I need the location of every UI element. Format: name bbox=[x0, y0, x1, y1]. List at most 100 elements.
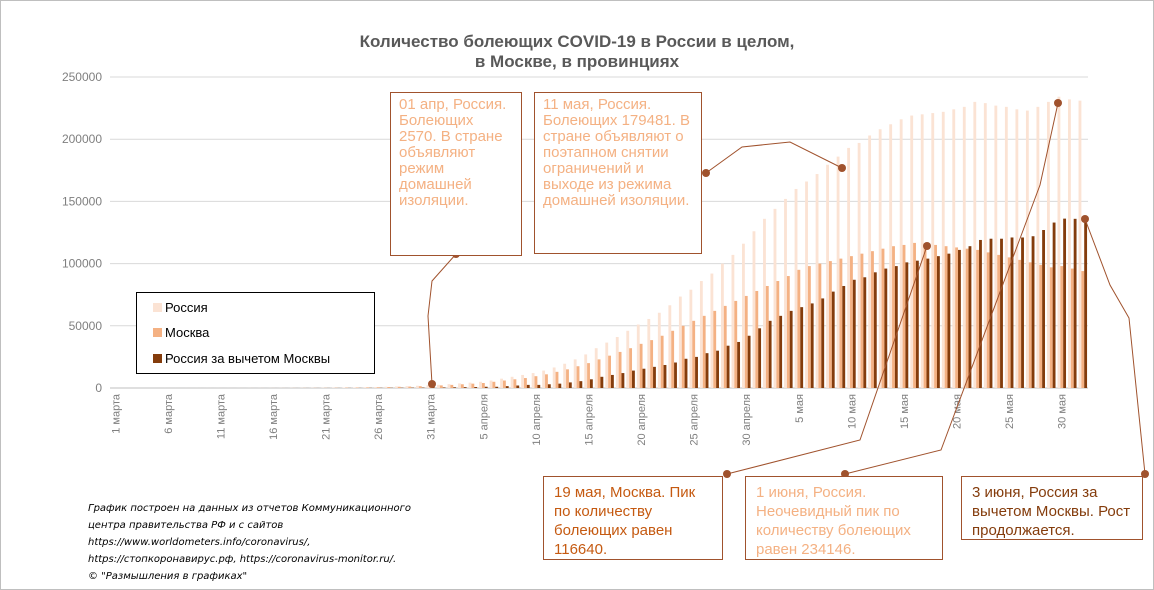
source-note: График построен на данных из отчетов Ком… bbox=[88, 500, 468, 585]
bar-excl bbox=[758, 328, 762, 388]
bar-russia bbox=[1015, 109, 1019, 388]
y-tick-label: 200000 bbox=[62, 132, 102, 146]
x-tick-label: 5 мая bbox=[794, 394, 806, 423]
bar-moscow bbox=[587, 363, 590, 388]
x-tick-label: 20 мая bbox=[952, 394, 964, 429]
y-tick-label: 0 bbox=[95, 381, 102, 395]
bar-excl bbox=[474, 387, 478, 388]
bar-russia bbox=[668, 305, 672, 388]
x-tick-label: 21 марта bbox=[321, 393, 333, 440]
bar-excl bbox=[968, 246, 972, 388]
bar-excl bbox=[831, 291, 835, 388]
bar-moscow bbox=[545, 374, 548, 388]
bar-russia bbox=[605, 342, 609, 388]
bar-russia bbox=[489, 380, 493, 388]
bar-russia bbox=[868, 135, 872, 388]
bar-excl bbox=[632, 370, 635, 388]
bar-russia bbox=[857, 142, 861, 388]
bar-excl bbox=[873, 272, 877, 388]
bar-moscow bbox=[902, 244, 906, 388]
bar-moscow bbox=[850, 256, 853, 388]
bar-excl bbox=[600, 376, 604, 388]
bar-russia bbox=[836, 156, 840, 388]
bar-russia bbox=[647, 318, 651, 388]
bar-moscow bbox=[681, 325, 685, 388]
bar-russia bbox=[941, 111, 945, 388]
source-line3: https://www.worldometers.info/coronaviru… bbox=[88, 537, 311, 548]
bar-moscow bbox=[1049, 267, 1053, 388]
bar-moscow bbox=[1018, 259, 1022, 388]
bar-moscow bbox=[734, 300, 738, 388]
bar-excl bbox=[958, 249, 961, 388]
bar-russia bbox=[826, 164, 829, 388]
bar-russia bbox=[384, 386, 388, 388]
bar-russia bbox=[479, 381, 482, 388]
bar-russia bbox=[615, 337, 619, 388]
bar-moscow bbox=[934, 244, 937, 388]
bar-russia bbox=[1057, 96, 1061, 388]
bar-excl bbox=[463, 387, 467, 388]
bar-excl bbox=[863, 277, 867, 388]
annotation-jun01: 1 июня, Россия. Неочевидный пик по колич… bbox=[756, 484, 911, 558]
bar-moscow bbox=[1060, 266, 1064, 388]
bar-moscow bbox=[450, 384, 454, 388]
legend-item-excl: Россия за вычетом Москвы bbox=[153, 349, 330, 367]
bar-russia bbox=[373, 387, 377, 388]
x-tick-label: 10 апреля bbox=[531, 394, 543, 446]
bar-moscow bbox=[524, 378, 527, 388]
bar-russia bbox=[899, 119, 903, 389]
bar-moscow bbox=[923, 243, 927, 388]
bar-moscow bbox=[376, 387, 380, 388]
bar-russia bbox=[931, 113, 935, 388]
bar-russia bbox=[1036, 106, 1040, 389]
bar-moscow bbox=[976, 249, 980, 388]
bar-russia bbox=[742, 243, 745, 388]
bar-excl bbox=[589, 379, 593, 388]
y-tick-label: 250000 bbox=[62, 70, 102, 84]
bar-moscow bbox=[807, 266, 811, 388]
x-tick-label: 15 мая bbox=[899, 394, 911, 429]
marker-a5-start bbox=[1141, 470, 1149, 478]
bar-russia bbox=[447, 384, 451, 388]
annotation-box-jun01: 1 июня, Россия. Неочевидный пик по колич… bbox=[745, 476, 943, 560]
bar-excl bbox=[947, 253, 951, 388]
bar-excl bbox=[484, 386, 488, 388]
bar-moscow bbox=[818, 263, 822, 388]
bar-moscow bbox=[671, 330, 675, 388]
bar-moscow bbox=[534, 376, 538, 388]
bar-excl bbox=[1042, 230, 1045, 388]
bar-moscow bbox=[692, 320, 696, 388]
bar-moscow bbox=[713, 310, 717, 388]
leader-a2 bbox=[705, 141, 843, 174]
leader-a1 bbox=[427, 253, 457, 385]
bar-russia bbox=[1004, 106, 1008, 389]
x-tick-label: 31 марта bbox=[426, 393, 438, 440]
bar-russia bbox=[699, 281, 703, 388]
bar-moscow bbox=[755, 290, 759, 388]
bar-excl bbox=[442, 387, 446, 388]
bar-moscow bbox=[408, 386, 412, 388]
bar-moscow bbox=[860, 253, 864, 388]
bar-excl bbox=[705, 353, 709, 388]
bar-excl bbox=[579, 381, 583, 388]
bar-moscow bbox=[1028, 262, 1032, 388]
bar-excl bbox=[695, 356, 698, 388]
x-tick-label: 10 мая bbox=[846, 394, 858, 429]
bar-russia bbox=[468, 382, 472, 388]
marker-a5-end bbox=[1081, 215, 1089, 223]
bar-russia bbox=[952, 109, 956, 388]
x-tick-label: 25 мая bbox=[1004, 394, 1016, 429]
x-tick-label: 25 апреля bbox=[689, 394, 701, 446]
bar-russia bbox=[710, 273, 714, 388]
bar-moscow bbox=[660, 335, 664, 388]
bar-excl bbox=[1031, 236, 1035, 388]
bar-moscow bbox=[881, 248, 885, 388]
x-tick-label: 1 марта bbox=[110, 393, 122, 434]
bar-moscow bbox=[892, 246, 895, 388]
annotation-box-may11: 11 мая, Россия. Болеющих 179481. В стран… bbox=[534, 92, 702, 254]
bar-excl bbox=[768, 320, 772, 388]
bar-moscow bbox=[776, 281, 780, 388]
bar-moscow bbox=[765, 285, 769, 388]
leader-a5 bbox=[1084, 218, 1146, 475]
bar-moscow bbox=[828, 261, 832, 388]
